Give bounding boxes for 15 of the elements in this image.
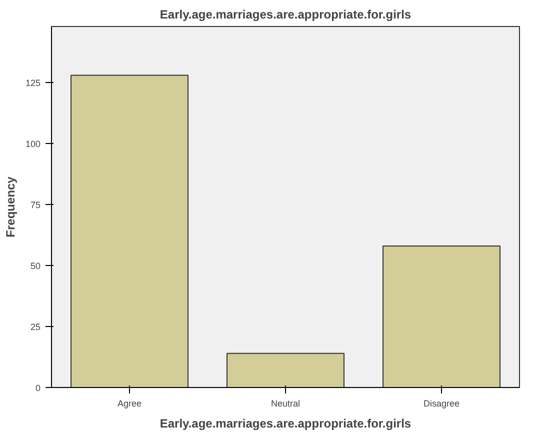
x-axis-title: Early.age.marriages.are.appropriate.for.girls	[160, 416, 412, 430]
y-tick-label: 0	[35, 383, 41, 393]
y-tick-label: 75	[30, 200, 41, 210]
x-tick-label: Disagree	[423, 398, 460, 408]
bar	[226, 352, 344, 388]
y-axis-title: Frequency	[3, 176, 18, 238]
y-tick-label: 100	[25, 139, 41, 150]
chart-title: Early.age.marriages.are.appropriate.for.girls	[160, 8, 412, 22]
bar	[382, 246, 500, 388]
y-tick-label: 50	[30, 261, 41, 272]
y-tick-label: 125	[25, 78, 41, 88]
bar	[70, 74, 188, 388]
x-tick-label: Agree	[117, 398, 142, 408]
y-tick-label: 25	[30, 322, 41, 332]
x-tick-label: Neutral	[270, 398, 300, 408]
